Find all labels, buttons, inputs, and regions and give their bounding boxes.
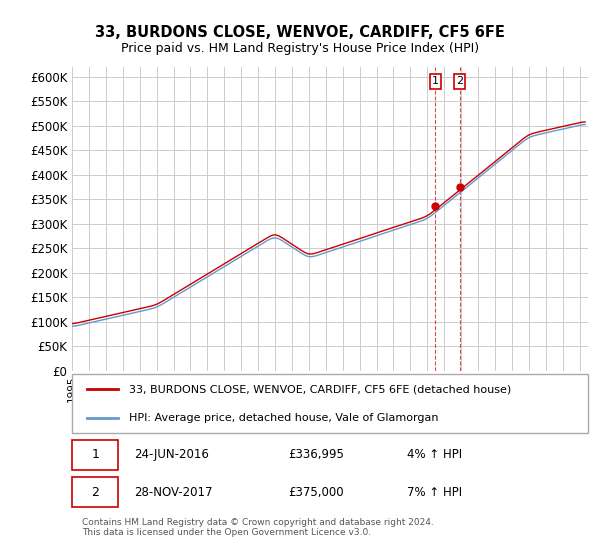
- FancyBboxPatch shape: [72, 440, 118, 470]
- Text: Contains HM Land Registry data © Crown copyright and database right 2024.
This d: Contains HM Land Registry data © Crown c…: [82, 517, 434, 537]
- Text: 1: 1: [91, 448, 99, 461]
- Text: 2: 2: [91, 486, 99, 499]
- Text: £336,995: £336,995: [289, 448, 344, 461]
- FancyBboxPatch shape: [72, 477, 118, 507]
- Text: 1: 1: [432, 76, 439, 86]
- Text: 24-JUN-2016: 24-JUN-2016: [134, 448, 209, 461]
- FancyBboxPatch shape: [72, 374, 588, 433]
- Text: 33, BURDONS CLOSE, WENVOE, CARDIFF, CF5 6FE: 33, BURDONS CLOSE, WENVOE, CARDIFF, CF5 …: [95, 25, 505, 40]
- Text: HPI: Average price, detached house, Vale of Glamorgan: HPI: Average price, detached house, Vale…: [129, 413, 438, 423]
- Text: 7% ↑ HPI: 7% ↑ HPI: [407, 486, 463, 499]
- Text: 2: 2: [456, 76, 463, 86]
- Text: Price paid vs. HM Land Registry's House Price Index (HPI): Price paid vs. HM Land Registry's House …: [121, 42, 479, 55]
- Text: 4% ↑ HPI: 4% ↑ HPI: [407, 448, 463, 461]
- Text: 28-NOV-2017: 28-NOV-2017: [134, 486, 212, 499]
- Text: 33, BURDONS CLOSE, WENVOE, CARDIFF, CF5 6FE (detached house): 33, BURDONS CLOSE, WENVOE, CARDIFF, CF5 …: [129, 384, 511, 394]
- Text: £375,000: £375,000: [289, 486, 344, 499]
